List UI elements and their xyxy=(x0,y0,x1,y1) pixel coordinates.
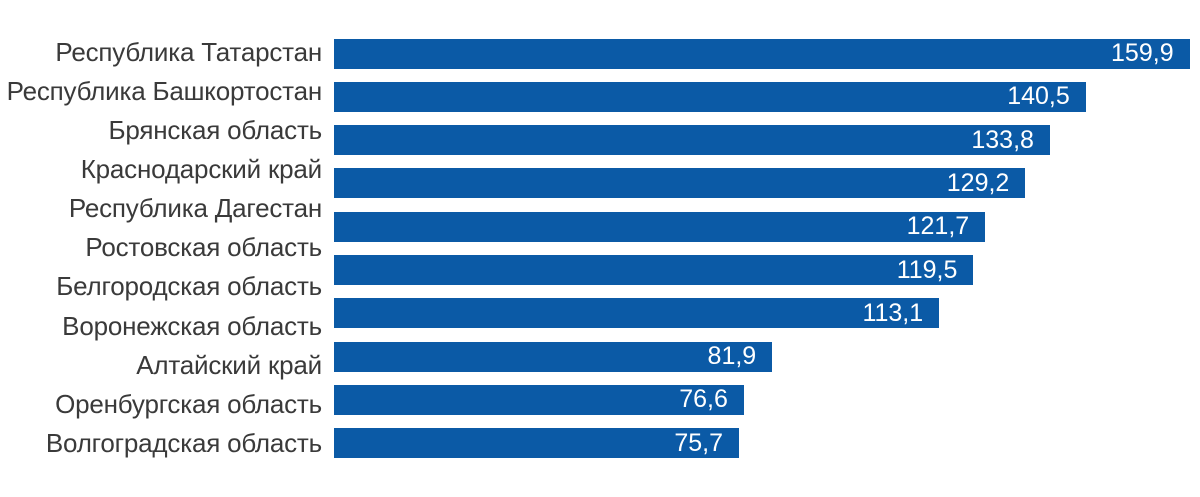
category-label: Ростовская область xyxy=(85,232,322,263)
bar-value-label: 121,7 xyxy=(906,212,970,241)
bar-value-label: 75,7 xyxy=(674,428,724,457)
category-labels-column: Республика Татарстан Республика Башкортос… xyxy=(0,0,323,497)
category-label: Краснодарский край xyxy=(80,153,322,184)
bar: 133,8 xyxy=(334,125,1050,156)
bar-value-label: 140,5 xyxy=(1007,82,1070,111)
bar: 81,9 xyxy=(334,341,773,372)
bar: 129,2 xyxy=(334,168,1026,199)
bar: 75,7 xyxy=(334,428,740,459)
category-label: Алтайский край xyxy=(136,349,322,380)
bar: 119,5 xyxy=(334,255,974,285)
category-label: Республика Татарстан xyxy=(55,36,322,67)
bar-value-label: 76,6 xyxy=(679,385,728,414)
category-label: Республика Дагестан xyxy=(68,193,322,224)
bar-value-label: 113,1 xyxy=(862,298,924,327)
category-label: Республика Башкортостан xyxy=(6,75,323,106)
category-label: Волгоградская область xyxy=(45,428,322,458)
category-label: Брянская область xyxy=(108,114,323,145)
bar-value-label: 129,2 xyxy=(946,168,1010,197)
bar-value-label: 159,9 xyxy=(1111,39,1174,67)
bar: 121,7 xyxy=(334,211,986,242)
bar: 159,9 xyxy=(334,38,1190,69)
bar-value-label: 81,9 xyxy=(707,342,757,371)
bar: 76,6 xyxy=(334,384,744,415)
bar-value-label: 133,8 xyxy=(971,125,1034,154)
bars-plot-area: 159,9 140,5 133,8 129,2 121,7 119,5 113,1 81,9 7… xyxy=(334,0,1200,497)
category-label: Белгородская область xyxy=(56,271,322,302)
bar: 113,1 xyxy=(334,298,940,329)
category-label: Оренбургская область xyxy=(55,388,322,419)
category-label: Воронежская область xyxy=(62,310,322,341)
bar: 140,5 xyxy=(334,81,1086,112)
bar-value-label: 119,5 xyxy=(896,255,958,284)
